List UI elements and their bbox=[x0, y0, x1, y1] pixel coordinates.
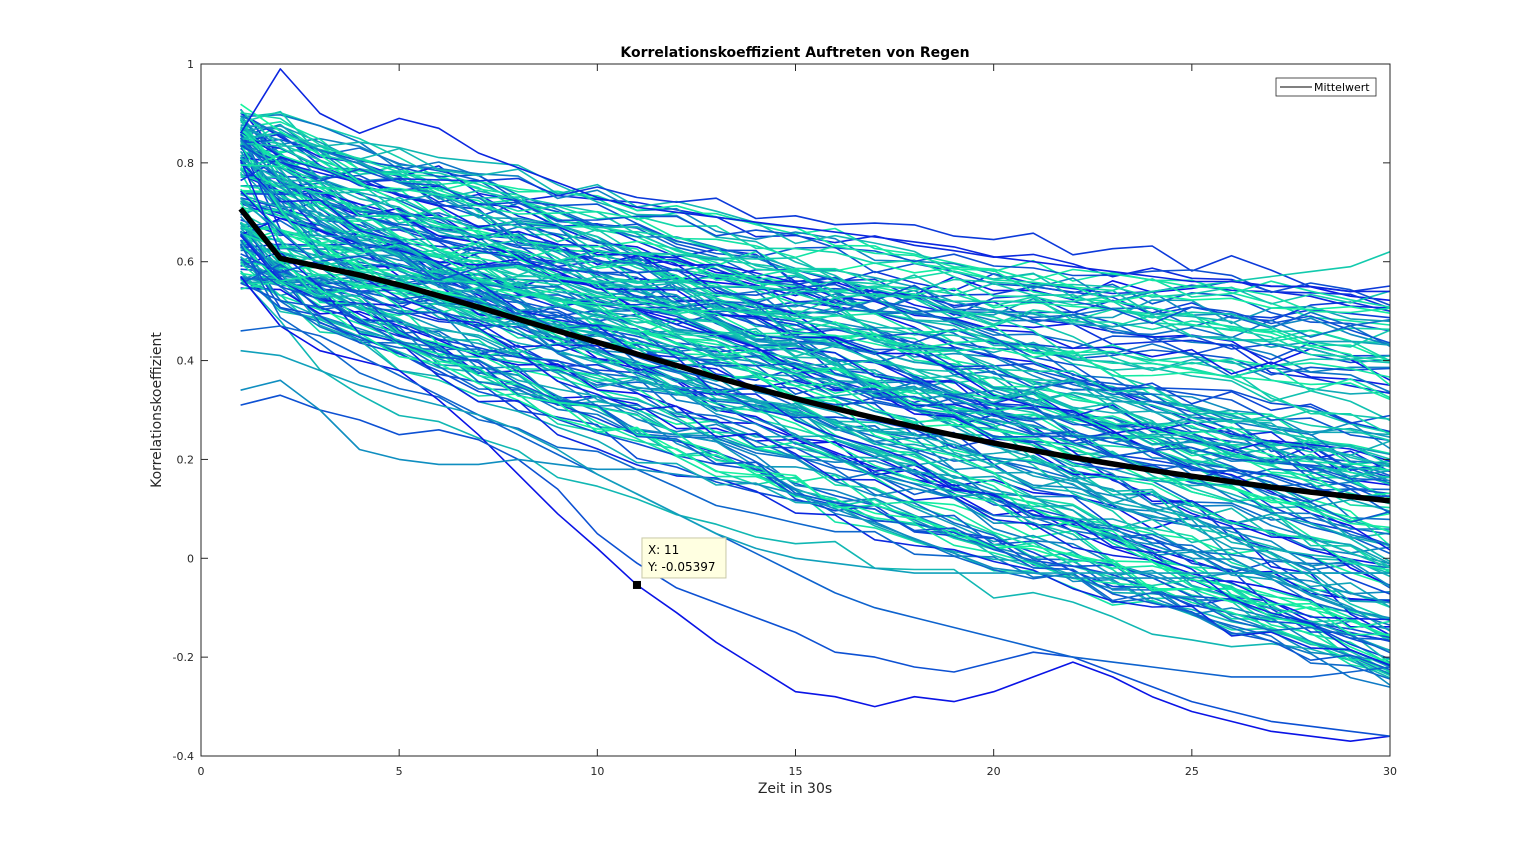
ensemble-line bbox=[240, 156, 1391, 636]
ensemble-line bbox=[239, 150, 1391, 482]
y-tick-label: 0.4 bbox=[177, 355, 195, 368]
ensemble-line bbox=[240, 112, 1391, 436]
x-tick-labels: 0 5 10 15 20 25 30 bbox=[198, 765, 1398, 778]
series-line bbox=[240, 379, 1390, 579]
ensemble-line bbox=[240, 103, 1391, 665]
ensemble-line bbox=[240, 130, 1391, 386]
y-tick-labels: -0.4 -0.2 0 0.2 0.4 0.6 0.8 1 bbox=[173, 58, 194, 763]
series-line bbox=[240, 221, 1391, 303]
ensemble-line bbox=[239, 202, 1391, 637]
series-line bbox=[240, 349, 1390, 574]
x-tick-label: 20 bbox=[987, 765, 1001, 778]
chart-title: Korrelationskoeffizient Auftreten von Re… bbox=[620, 45, 969, 61]
y-tick-label: 0.8 bbox=[177, 157, 195, 170]
ensemble-line bbox=[240, 277, 1391, 679]
ensemble-line bbox=[240, 156, 1391, 632]
ensemble-line bbox=[240, 209, 1391, 314]
ensemble-line bbox=[240, 279, 1391, 578]
ensemble-line bbox=[239, 234, 1391, 462]
ensemble-line bbox=[240, 145, 1391, 450]
datatip-y-text: Y: -0.05397 bbox=[647, 560, 716, 574]
ensemble-line bbox=[240, 139, 1391, 395]
ensemble-line bbox=[240, 231, 1391, 512]
mean-line-group bbox=[238, 207, 1391, 504]
ensemble-line bbox=[240, 159, 1391, 393]
ensemble-line bbox=[239, 222, 1391, 652]
x-tick-label: 0 bbox=[198, 765, 205, 778]
ensemble-line bbox=[239, 144, 1391, 643]
ensemble-line bbox=[240, 144, 1391, 307]
y-tick-label: 0.6 bbox=[177, 256, 195, 269]
ensemble-line bbox=[240, 110, 1391, 568]
ensemble-line bbox=[240, 174, 1391, 362]
ensemble-line bbox=[240, 258, 1391, 671]
ensemble-line bbox=[240, 190, 1391, 621]
x-axis-label: Zeit in 30s bbox=[758, 781, 832, 797]
axis-ticks bbox=[200, 63, 1391, 757]
ensemble-line bbox=[240, 253, 1391, 344]
ensemble-line bbox=[240, 176, 1391, 348]
ensemble-line bbox=[240, 227, 1391, 480]
datatip-box bbox=[641, 537, 727, 579]
ensemble-line bbox=[239, 137, 1391, 664]
ensemble-line bbox=[240, 125, 1391, 622]
ensemble-line bbox=[240, 125, 1391, 346]
legend[interactable]: Mittelwert bbox=[1275, 77, 1377, 97]
ensemble-line bbox=[239, 133, 1391, 433]
y-axis-label: Korrelationskoeffizient bbox=[149, 332, 165, 488]
ensemble-line bbox=[240, 140, 1391, 569]
mean-line bbox=[238, 207, 1391, 504]
series-line bbox=[240, 325, 1391, 678]
ensemble-line bbox=[240, 128, 1391, 571]
ensemble-line bbox=[239, 119, 1391, 466]
y-tick-label: -0.4 bbox=[173, 750, 194, 763]
ensemble-line bbox=[240, 164, 1391, 314]
x-tick-label: 10 bbox=[590, 765, 604, 778]
ensemble-line bbox=[240, 109, 1391, 442]
ensemble-line bbox=[240, 138, 1391, 504]
x-tick-label: 5 bbox=[396, 765, 403, 778]
x-tick-label: 25 bbox=[1185, 765, 1199, 778]
ensemble-line bbox=[239, 244, 1391, 652]
ensemble-line bbox=[240, 197, 1391, 438]
ensemble-line bbox=[240, 157, 1391, 293]
chart-lines bbox=[239, 68, 1391, 742]
ensemble-line bbox=[240, 139, 1391, 619]
series-line bbox=[240, 394, 1391, 737]
series-line bbox=[239, 275, 1391, 742]
datatip-x-text: X: 11 bbox=[648, 543, 679, 557]
y-tick-label: 0 bbox=[187, 552, 194, 565]
legend-entry-mean: Mittelwert bbox=[1314, 81, 1370, 94]
ensemble-line bbox=[240, 158, 1391, 468]
y-tick-label: 0.2 bbox=[177, 453, 195, 466]
x-tick-label: 15 bbox=[789, 765, 803, 778]
datatip[interactable]: X: 11 Y: -0.05397 bbox=[632, 537, 727, 589]
ensemble-line bbox=[240, 137, 1391, 547]
datatip-marker[interactable] bbox=[632, 580, 641, 589]
ensemble-line bbox=[240, 142, 1391, 361]
ensemble-line bbox=[239, 159, 1391, 667]
series-line bbox=[239, 68, 1390, 293]
y-tick-label: -0.2 bbox=[173, 651, 194, 664]
legend-box bbox=[1275, 77, 1377, 97]
ensemble-line bbox=[240, 282, 1391, 378]
ensemble-line bbox=[240, 161, 1391, 666]
x-tick-label: 30 bbox=[1383, 765, 1397, 778]
ensemble-line bbox=[240, 232, 1391, 362]
y-tick-label: 1 bbox=[187, 58, 194, 71]
